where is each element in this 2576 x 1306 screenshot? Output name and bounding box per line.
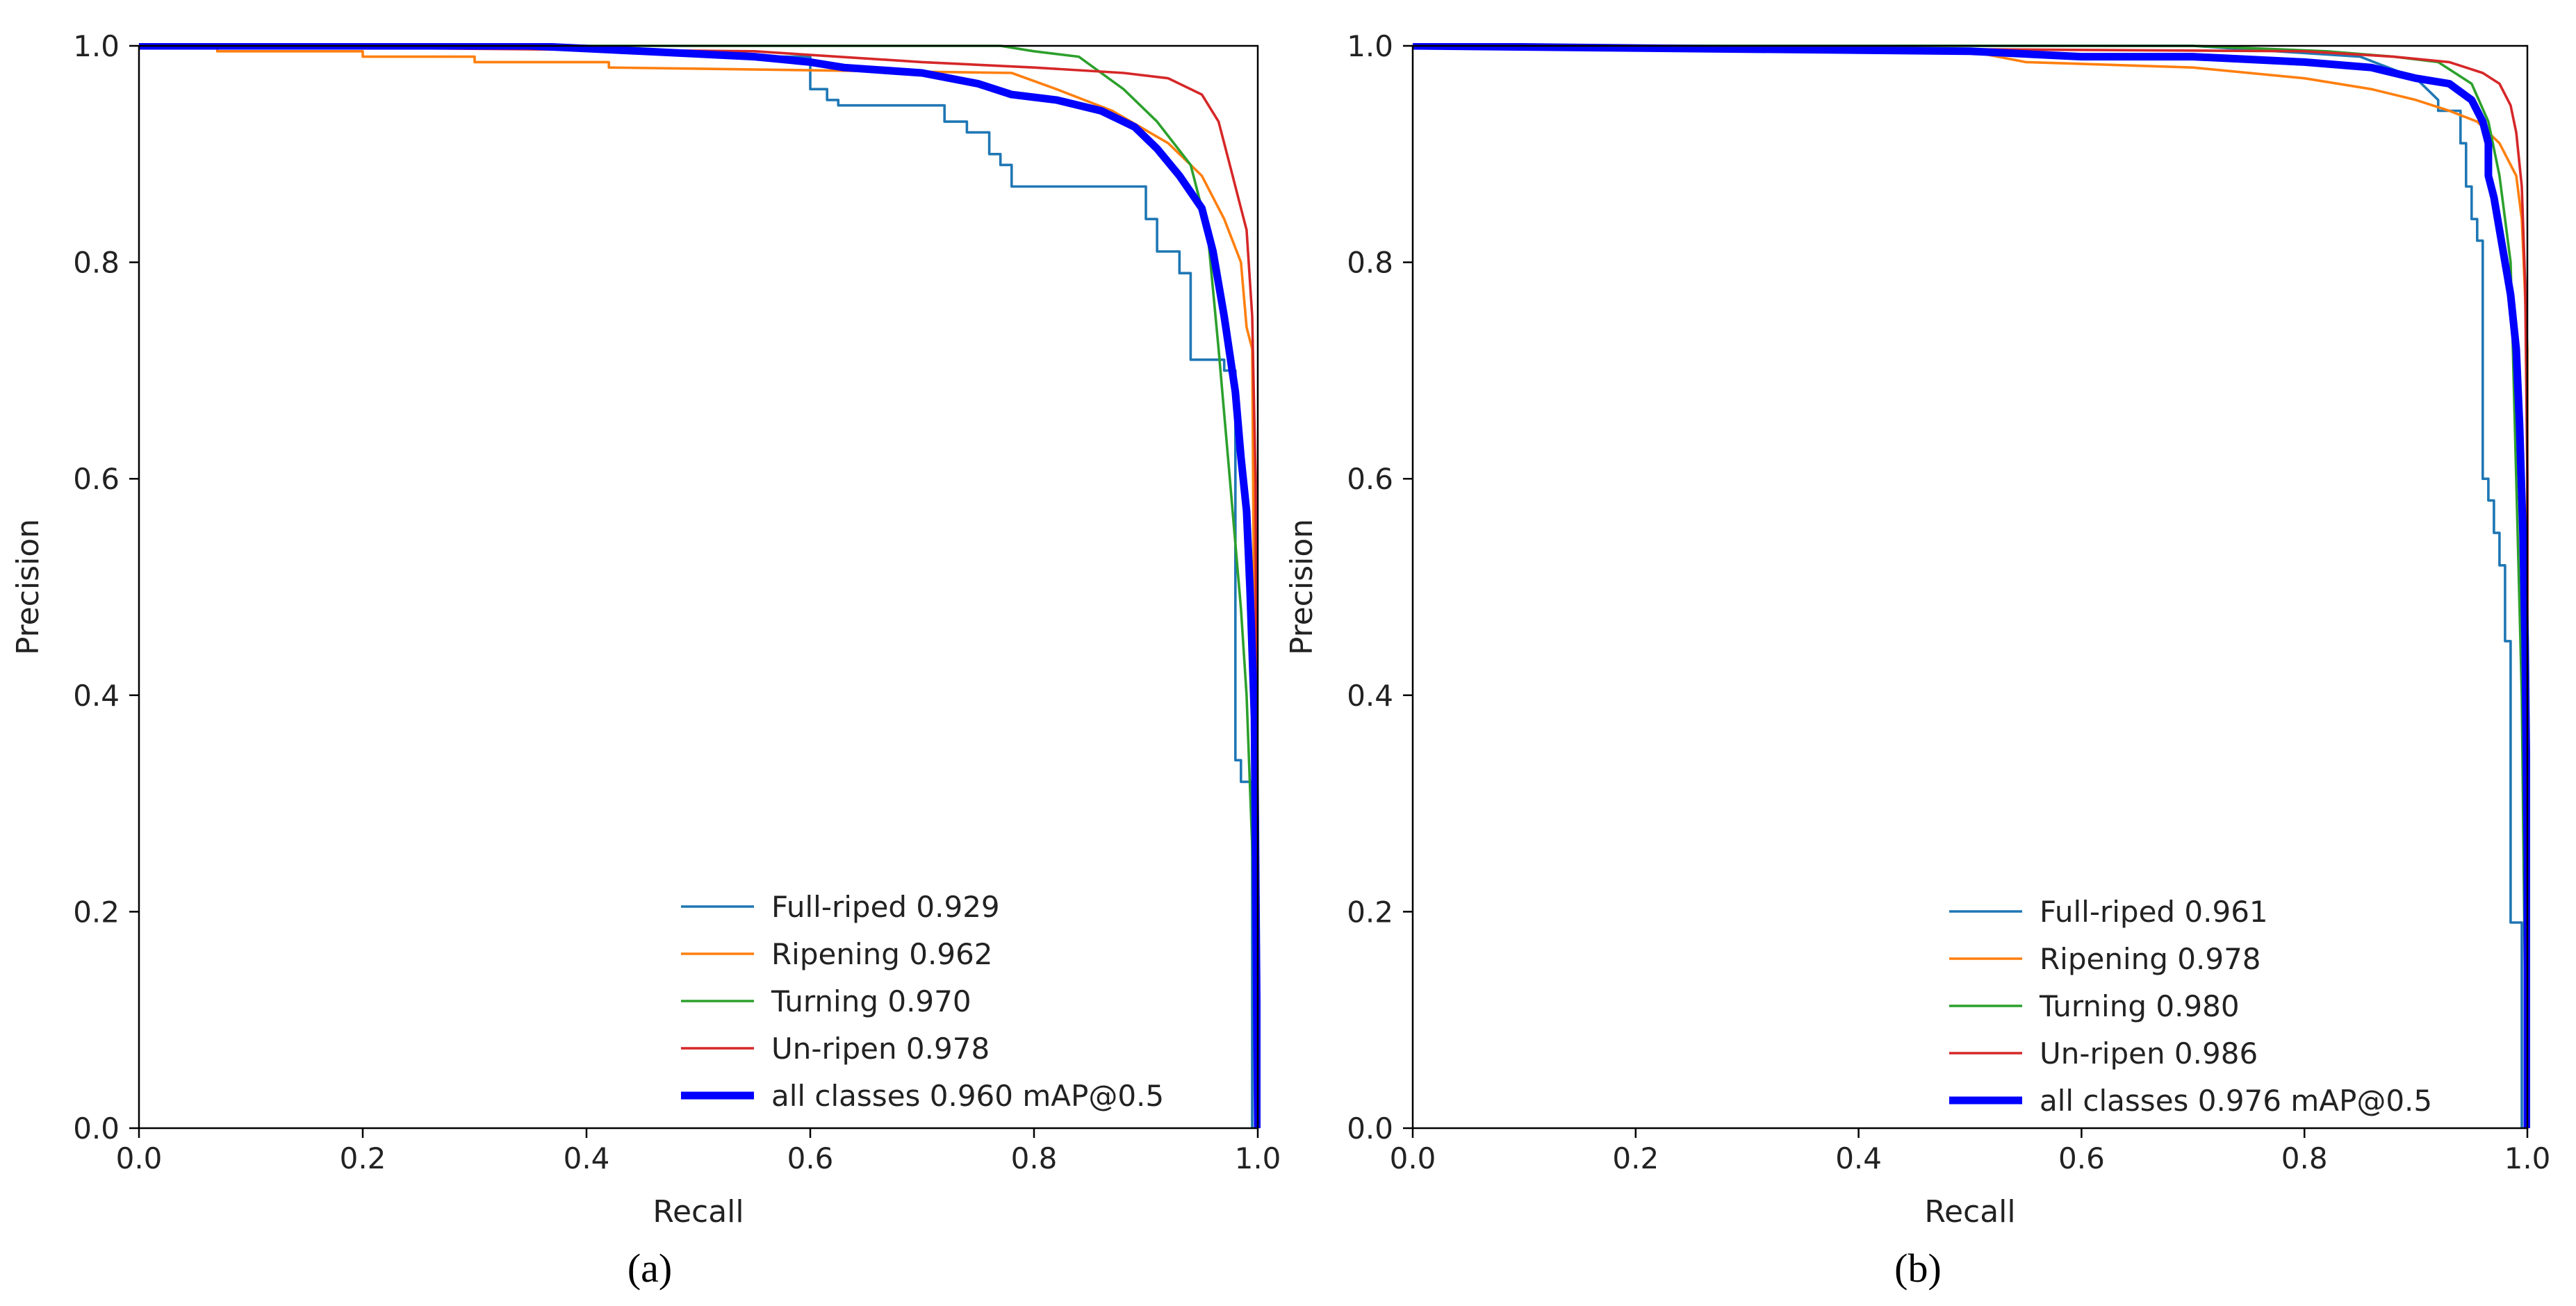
plot-frame: [1411, 44, 2529, 1130]
x-tick-label: 0.4: [564, 1141, 610, 1175]
legend-label: Un-ripen 0.986: [2040, 1036, 2258, 1071]
series-line-1: [139, 44, 1259, 1129]
series-line-0: [139, 44, 1254, 1128]
legend-label: Ripening 0.962: [771, 937, 993, 971]
y-tick-label: 1.0: [1347, 29, 1393, 63]
y-tick-label: 1.0: [73, 29, 120, 63]
x-tick-label: 0.8: [2281, 1141, 2328, 1175]
chart-panel-1: 0.0 0.2 0.4 0.6 0.8 1.0 0.0 0.2 0.4 0.6 0.8 1.0 Reca…: [1284, 29, 2550, 1291]
y-tick-label: 0.4: [73, 679, 120, 713]
x-tick-label: 1.0: [1235, 1141, 1281, 1175]
series-line-2: [139, 44, 1259, 1129]
y-tick-label: 0.2: [1347, 895, 1393, 929]
legend-label: Full-riped 0.929: [771, 890, 1000, 924]
x-tick-label: 0.6: [2058, 1141, 2105, 1175]
series-line-1: [1413, 44, 2529, 1128]
x-tick-label: 0.0: [116, 1141, 163, 1175]
x-tick-label: 0.0: [1390, 1141, 1436, 1175]
chart-panel-0: 0.0 0.2 0.4 0.6 0.8 1.0 0.0 0.2 0.4 0.6 0.8 1.0 Reca…: [10, 29, 1281, 1291]
legend: Full-riped 0.929 Ripening 0.962 Turning 0.…: [681, 890, 1164, 1113]
legend-label: Ripening 0.978: [2040, 942, 2261, 976]
y-tick-label: 0.6: [73, 462, 120, 496]
legend-label: Un-ripen 0.978: [771, 1032, 990, 1066]
legend-label: Full-riped 0.961: [2040, 895, 2268, 929]
x-tick-label: 0.6: [787, 1141, 834, 1175]
y-tick-label: 0.6: [1347, 462, 1393, 496]
panel-label: (a): [627, 1246, 672, 1291]
x-tick-label: 0.2: [1612, 1141, 1659, 1175]
legend-label: all classes 0.976 mAP@0.5: [2040, 1084, 2432, 1118]
x-tick-label: 0.4: [1835, 1141, 1882, 1175]
x-tick-label: 1.0: [2504, 1141, 2551, 1175]
legend-label: Turning 0.970: [771, 984, 971, 1018]
series-line-3: [139, 44, 1259, 1129]
series-line-3: [1413, 44, 2529, 1128]
series-line-2: [1413, 44, 2529, 1129]
series-line-0: [1413, 44, 2523, 1128]
legend-label: all classes 0.960 mAP@0.5: [771, 1079, 1164, 1113]
y-tick-label: 0.0: [73, 1111, 120, 1146]
series-group: [139, 43, 1261, 1129]
y-axis-label: Precision: [10, 519, 46, 655]
series-line-4: [139, 43, 1261, 1129]
x-axis-label: Recall: [653, 1194, 744, 1230]
legend: Full-riped 0.961 Ripening 0.978 Turning 0.…: [1949, 895, 2432, 1118]
y-tick-label: 0.2: [73, 895, 120, 929]
x-tick-label: 0.8: [1011, 1141, 1058, 1175]
x-tick-label: 0.2: [340, 1141, 386, 1175]
plot-frame: [138, 44, 1259, 1130]
y-axis-label: Precision: [1284, 519, 1320, 655]
panel-label: (b): [1894, 1246, 1942, 1291]
y-tick-label: 0.0: [1347, 1111, 1393, 1146]
x-axis-label: Recall: [1924, 1194, 2015, 1230]
legend-label: Turning 0.980: [2039, 989, 2240, 1023]
series-group: [1413, 43, 2530, 1129]
y-tick-label: 0.4: [1347, 679, 1393, 713]
y-tick-label: 0.8: [73, 246, 120, 280]
y-tick-label: 0.8: [1347, 246, 1393, 280]
series-line-4: [1413, 43, 2530, 1128]
